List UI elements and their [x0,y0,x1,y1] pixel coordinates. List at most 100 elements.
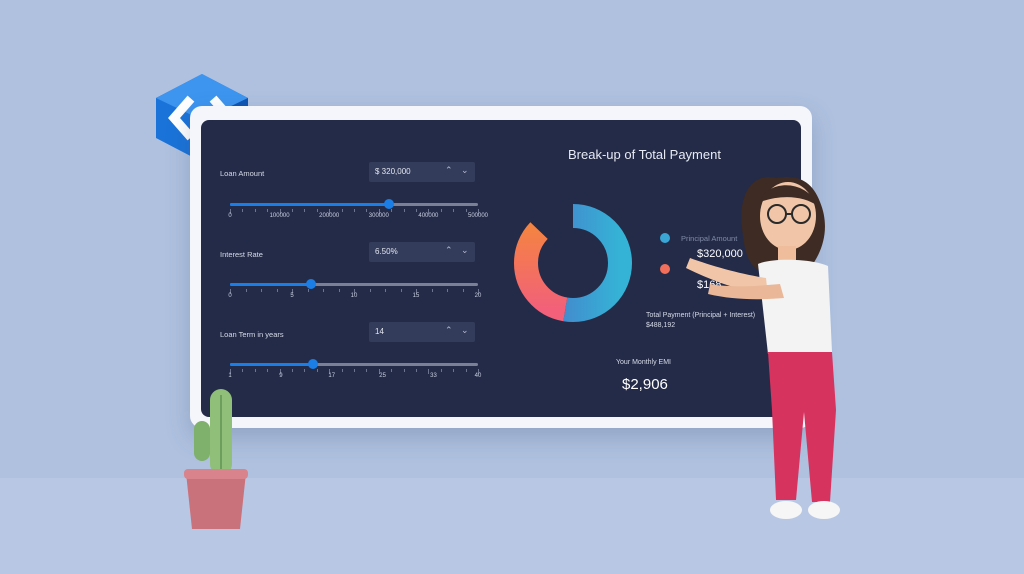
slider-tick-label: 10 [350,293,358,299]
total-payment-value: $488,192 [646,322,676,329]
loan-amount-slider-thumb[interactable] [383,199,394,209]
slider-tick [276,289,278,292]
slider-tick-label: 100000 [269,213,290,219]
slider-tick [354,369,355,372]
cactus-plant [184,389,248,529]
slider-tick [245,289,247,292]
slider-tick [304,369,306,372]
chevron-up-icon[interactable]: ⌃ [445,325,453,335]
slider-tick [385,289,386,292]
legend-principal-dot [660,233,670,243]
slider-tick-label: 300000 [368,213,389,219]
slider-tick [316,369,318,372]
chevron-down-icon[interactable]: ⌄ [461,325,469,335]
loan-term-label: Loan Term in years [220,330,284,339]
loan-term-value: 14 [375,327,384,336]
slider-tick-label: 0 [228,293,232,299]
slider-tick [428,209,430,214]
loan-term-input[interactable]: 14 ⌃ ⌄ [369,322,475,342]
woman-illustration [686,176,840,519]
slider-tick-label: 200000 [319,213,340,219]
legend-principal-value: $320,000 [697,248,743,260]
slider-tick-label: 15 [412,293,420,299]
slider-tick-label: 17 [328,373,336,379]
slider-tick [230,289,231,294]
slider-tick [462,289,464,292]
slider-tick [292,289,293,294]
total-payment-label: Total Payment (Principal + Interest) [646,312,756,319]
slider-tick [307,289,309,292]
slider-tick [478,289,479,294]
slider-tick [354,289,355,294]
slider-tick-label: 25 [379,373,386,379]
slider-tick [440,369,442,372]
slider-tick [329,209,331,214]
interest-rate-slider-thumb[interactable] [305,279,316,289]
slider-tick [279,369,281,374]
slider-tick [440,209,442,212]
slider-tick [465,369,467,372]
slider-tick [254,209,256,212]
slider-tick-label: 500000 [467,213,489,219]
slider-tick [366,369,368,372]
interest-rate-input[interactable]: 6.50% ⌃ ⌄ [369,242,475,262]
slider-tick [316,209,318,212]
slider-tick [403,369,405,372]
chart-title: Break-up of Total Payment [568,147,721,162]
floor [0,478,1024,574]
loan-amount-label: Loan Amount [220,169,265,178]
slider-tick [453,209,455,212]
loan-amount-ticks: 0 100000 200000 300000 400000 500000 [228,209,488,219]
slider-tick [292,209,293,212]
chevron-up-icon[interactable]: ⌃ [445,165,453,175]
loan-amount-slider[interactable] [230,199,478,209]
slider-tick-label: 20 [474,293,482,299]
loan-amount-value: $ 320,000 [375,167,411,176]
slider-tick [453,369,455,372]
slider-tick [431,289,433,292]
slider-tick-label: 5 [290,293,294,299]
slider-tick [279,209,281,214]
slider-tick [416,289,417,294]
donut-slice-interest [514,204,632,322]
slider-tick [267,209,269,212]
slider-tick [465,209,467,212]
slider-tick [292,369,293,372]
slider-tick [391,209,393,212]
slider-tick [416,369,417,372]
slider-tick [416,209,417,212]
slider-tick [478,209,479,214]
loan-term-slider-fill [230,363,313,366]
chevron-down-icon[interactable]: ⌄ [461,165,469,175]
slider-tick [267,369,269,372]
loan-amount-slider-fill [230,203,389,206]
slider-tick [254,369,256,372]
slider-tick [478,369,479,374]
slider-tick-label: 40 [474,373,482,379]
slider-tick-label: 9 [279,373,283,379]
slider-tick [341,209,343,212]
slider-tick [447,289,448,292]
slider-tick [391,369,393,372]
slider-tick [323,289,324,292]
slider-tick [366,209,368,212]
slider-tick [378,209,380,214]
loan-term-slider[interactable] [230,359,478,369]
slider-tick-label: 0 [228,213,232,219]
slider-tick-label: 33 [430,373,437,379]
slider-tick [261,289,262,292]
chevron-down-icon[interactable]: ⌄ [461,245,469,255]
legend-principal-name: Principal Amount [681,234,738,243]
loan-term-slider-thumb[interactable] [307,359,318,369]
slider-tick [341,369,343,372]
slider-tick-label: 400000 [418,213,439,219]
interest-rate-slider[interactable] [230,279,478,289]
interest-rate-label: Interest Rate [220,250,263,259]
legend-interest-dot [660,264,670,274]
slider-tick [304,209,306,212]
chevron-up-icon[interactable]: ⌃ [445,245,453,255]
slider-tick [378,369,380,374]
slider-tick [230,209,231,214]
loan-amount-input[interactable]: $ 320,000 ⌃ ⌄ [369,162,475,182]
slider-tick [338,289,340,292]
